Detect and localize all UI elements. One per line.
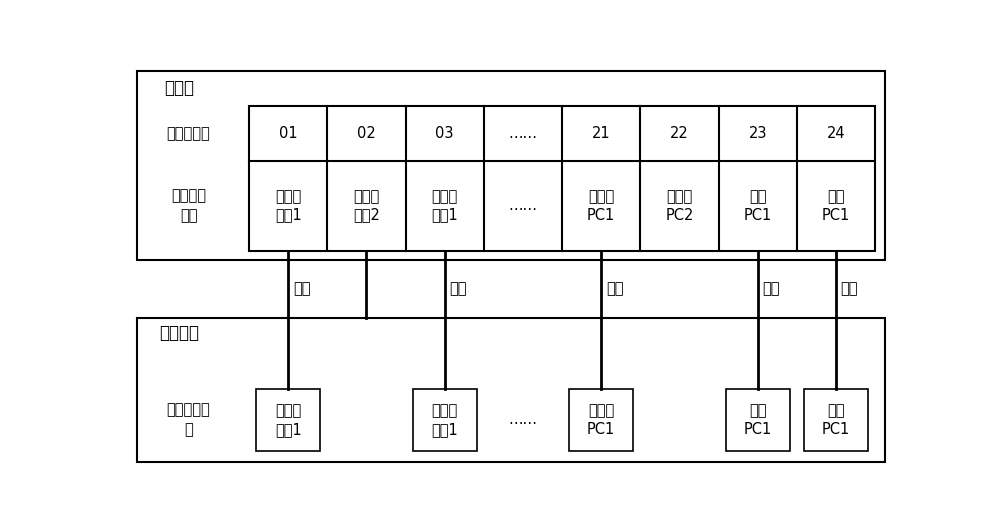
Text: 墙面终端编
码: 墙面终端编 码 [167, 403, 210, 437]
Text: ……: …… [508, 413, 537, 427]
Text: 线缆: 线缆 [293, 281, 310, 296]
Text: 办公室
PC1: 办公室 PC1 [587, 189, 615, 223]
Bar [569, 389, 633, 451]
Bar [249, 106, 875, 251]
Text: 23: 23 [749, 126, 767, 141]
Text: 03: 03 [435, 126, 454, 141]
Bar [413, 389, 477, 451]
Bar [726, 389, 790, 451]
Text: 线缆: 线缆 [606, 281, 623, 296]
Text: 生产服
务器1: 生产服 务器1 [275, 403, 302, 437]
Text: 生产服
务器2: 生产服 务器2 [353, 189, 380, 223]
Text: 线缆: 线缆 [762, 281, 780, 296]
Text: 办公室
PC1: 办公室 PC1 [587, 403, 615, 437]
Text: 21: 21 [592, 126, 611, 141]
Text: ……: …… [508, 198, 537, 213]
Text: 财务服
务器1: 财务服 务器1 [431, 403, 458, 437]
Text: 内网
PC1: 内网 PC1 [744, 403, 772, 437]
Text: 01: 01 [279, 126, 297, 141]
Text: 综合布线
编码: 综合布线 编码 [171, 188, 206, 223]
Text: 办公室
PC2: 办公室 PC2 [665, 189, 694, 223]
Text: 02: 02 [357, 126, 376, 141]
Bar [256, 389, 320, 451]
Text: 线缆: 线缆 [841, 281, 858, 296]
Text: 生产服
务器1: 生产服 务器1 [275, 189, 302, 223]
Text: 线缆: 线缆 [449, 281, 467, 296]
Text: ……: …… [508, 126, 537, 141]
Text: 墙面插座: 墙面插座 [159, 324, 199, 342]
Text: 配线架: 配线架 [164, 79, 194, 97]
Text: 外网
PC1: 外网 PC1 [822, 403, 850, 437]
Bar [137, 71, 885, 260]
Bar [137, 317, 885, 462]
Text: 内网
PC1: 内网 PC1 [744, 189, 772, 223]
Text: 配线架端口: 配线架端口 [167, 126, 210, 141]
Text: 财务服
务器1: 财务服 务器1 [431, 189, 458, 223]
Text: 24: 24 [827, 126, 845, 141]
Text: 22: 22 [670, 126, 689, 141]
Text: 外网
PC1: 外网 PC1 [822, 189, 850, 223]
Bar [804, 389, 868, 451]
